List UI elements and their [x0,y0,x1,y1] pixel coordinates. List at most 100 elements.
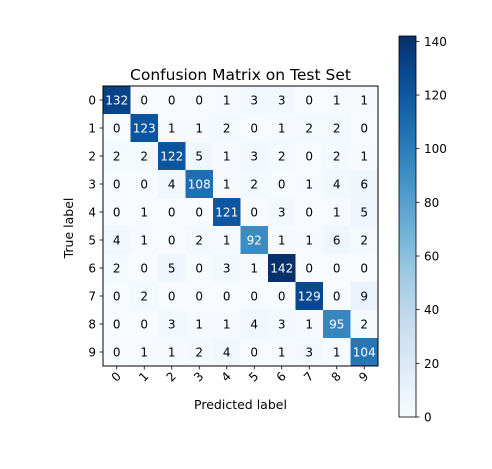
heatmap-cell [240,142,269,171]
cell-value-label: 0 [305,94,313,108]
heatmap-cell [350,142,379,171]
cell-value-label: 0 [223,290,231,304]
heatmap-cell [158,198,186,227]
heatmap-cell [268,170,296,199]
cell-value-label: 2 [305,122,313,136]
cell-value-label: 3 [305,346,313,360]
y-tick-label: 8 [88,318,96,332]
y-tick-label: 2 [88,150,96,164]
heatmap-cell [323,338,351,367]
heatmap-cell [323,114,351,143]
cell-value-label: 0 [140,262,148,276]
y-tick-label: 7 [88,290,96,304]
cell-value-label: 123 [133,122,156,136]
heatmap-cell [103,254,131,283]
heatmap-cell [185,310,214,339]
colorbar-tick-label: 20 [424,357,439,371]
heatmap-cell [130,114,159,143]
cell-value-label: 6 [333,234,341,248]
heatmap-cell [295,86,324,115]
cell-value-label: 2 [333,122,341,136]
heatmap-cell [130,198,159,227]
cell-value-label: 0 [250,346,258,360]
heatmap-cell [295,142,324,171]
y-axis-label: True label [61,198,76,260]
cell-value-label: 0 [113,122,121,136]
heatmap-cell [103,310,131,339]
heatmap-cell [130,254,159,283]
heatmap-cell [268,198,296,227]
cell-value-label: 0 [140,318,148,332]
heatmap-cell [158,226,186,255]
x-tick-label: 0 [109,369,124,384]
heatmap-cell [185,142,214,171]
cell-value-label: 1 [278,122,286,136]
heatmap-cell [130,142,159,171]
cell-value-label: 0 [195,262,203,276]
cell-value-label: 2 [195,234,203,248]
heatmap-cell [350,310,379,339]
heatmap-cell [295,254,324,283]
cell-value-label: 3 [278,206,286,220]
colorbar-tick-label: 80 [424,196,439,210]
heatmap-cell [213,142,241,171]
heatmap-cell [103,170,131,199]
heatmap-cell [158,86,186,115]
heatmap-cell [323,282,351,311]
heatmap-cell [213,226,241,255]
cell-value-label: 0 [305,150,313,164]
cell-value-label: 0 [360,122,368,136]
cell-value-label: 4 [168,178,176,192]
x-tick-label: 9 [356,369,371,384]
cell-value-label: 104 [353,346,376,360]
heatmap-cell [130,170,159,199]
cell-value-label: 1 [223,234,231,248]
heatmap-cell [213,114,241,143]
heatmap-cell [268,226,296,255]
heatmap-cell [103,338,131,367]
colorbar: 0 20 40 60 80 100 120 140 [398,35,447,425]
cell-value-label: 2 [360,234,368,248]
cell-value-label: 1 [278,234,286,248]
cell-value-labels: 132 0 0 0 1 3 3 0 1 10 123 1 1 2 0 1 2 2 02 2 122 5 1 3 2 0 2 10 0 4 1… [105,94,375,360]
heatmap-cell [295,170,324,199]
heatmap-cell [158,114,186,143]
heatmap-cell [295,338,324,367]
cell-value-label: 3 [250,150,258,164]
heatmap-cell [158,170,186,199]
cell-value-label: 1 [168,346,176,360]
cell-value-label: 1 [195,318,203,332]
heatmap-cell [350,198,379,227]
y-tick-label: 9 [88,346,96,360]
heatmap-cell [130,310,159,339]
heatmap-cell [323,254,351,283]
colorbar-tick-label: 60 [424,250,439,264]
x-tick-label: 5 [246,369,261,384]
colorbar-tick-label: 40 [424,303,439,317]
heatmap-cell [350,226,379,255]
cell-value-label: 0 [113,318,121,332]
cell-value-label: 129 [298,290,321,304]
axes-frame [102,85,379,367]
cell-value-label: 0 [195,206,203,220]
cell-value-label: 95 [329,318,344,332]
heatmap-cell [213,170,241,199]
cell-value-label: 0 [305,262,313,276]
colorbar-tick-label: 120 [424,89,447,103]
cell-value-label: 6 [360,178,368,192]
cell-value-label: 0 [140,94,148,108]
cell-value-label: 2 [360,318,368,332]
heatmap-cell [185,86,214,115]
heatmap-cell [268,282,296,311]
heatmap-cell [350,282,379,311]
x-tick-label: 7 [301,369,316,384]
heatmap-cell [350,170,379,199]
heatmap-cell [240,338,269,367]
cell-value-label: 108 [188,178,211,192]
cell-value-label: 2 [140,150,148,164]
heatmap-cell [240,226,269,255]
cell-value-label: 1 [305,178,313,192]
x-tick-label: 8 [329,369,344,384]
